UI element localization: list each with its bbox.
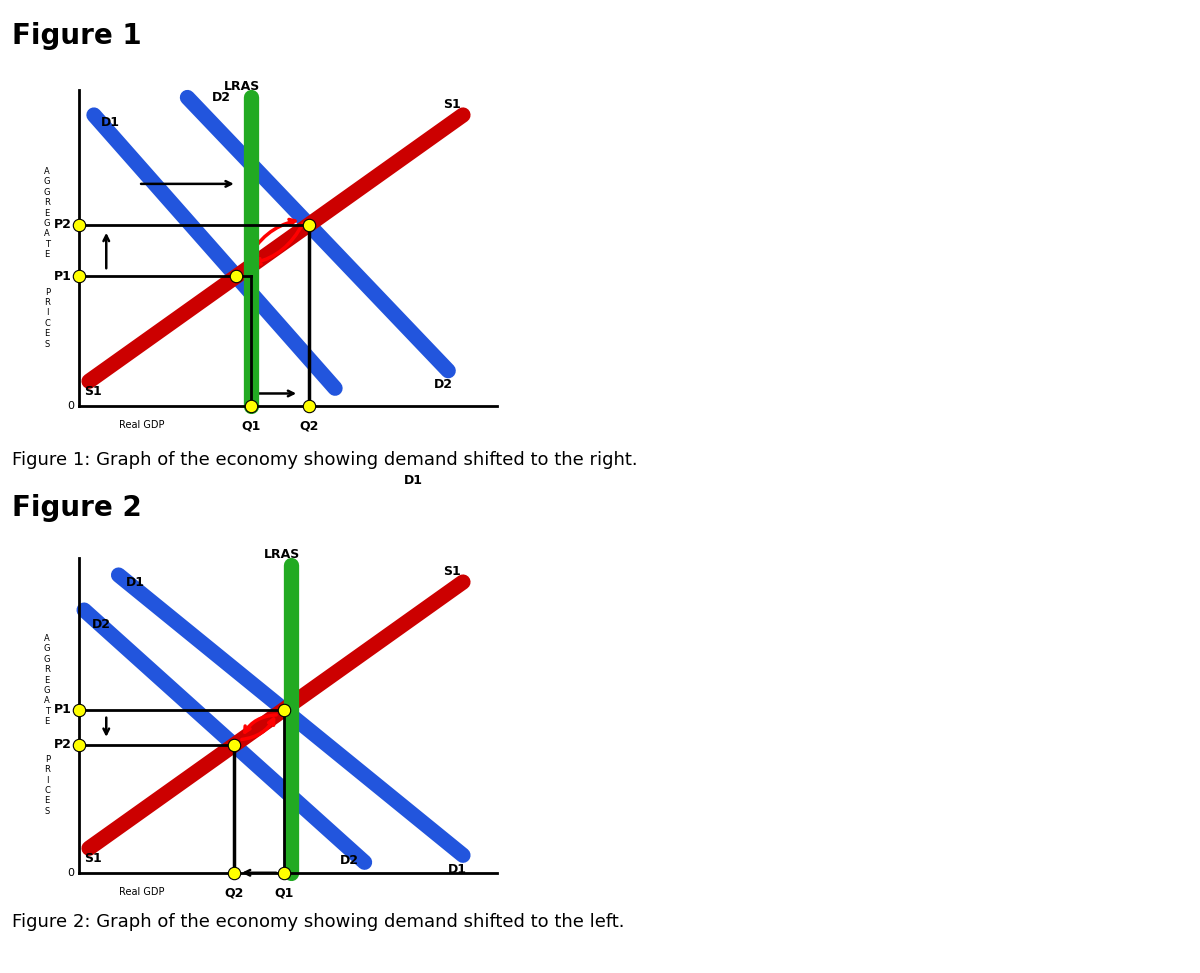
Text: LRAS: LRAS xyxy=(264,548,300,560)
Text: P1: P1 xyxy=(54,270,72,283)
Text: D2: D2 xyxy=(433,378,452,391)
Point xyxy=(70,702,89,717)
Text: P
R
I
C
E
S: P R I C E S xyxy=(44,755,50,815)
Point xyxy=(299,398,318,414)
Text: S1: S1 xyxy=(443,565,461,578)
Text: LRAS: LRAS xyxy=(224,81,260,93)
Point xyxy=(299,217,318,233)
Text: D2: D2 xyxy=(340,854,359,867)
Point xyxy=(70,269,89,284)
Text: Q2: Q2 xyxy=(299,419,318,433)
Point xyxy=(227,269,246,284)
Text: Q2: Q2 xyxy=(224,886,244,900)
Text: P2: P2 xyxy=(54,218,72,232)
Text: P
R
I
C
E
S: P R I C E S xyxy=(44,288,50,348)
Text: Real GDP: Real GDP xyxy=(119,420,164,430)
Text: Figure 1: Graph of the economy showing demand shifted to the right.: Figure 1: Graph of the economy showing d… xyxy=(12,450,637,469)
Text: 0: 0 xyxy=(67,868,74,878)
Text: Figure 2: Graph of the economy showing demand shifted to the left.: Figure 2: Graph of the economy showing d… xyxy=(12,913,624,931)
Point xyxy=(70,738,89,753)
Text: D1: D1 xyxy=(404,475,422,487)
Text: Figure 2: Figure 2 xyxy=(12,494,142,523)
Text: D2: D2 xyxy=(91,618,110,631)
Point xyxy=(224,865,244,881)
Text: S1: S1 xyxy=(84,385,102,398)
Text: P1: P1 xyxy=(54,703,72,716)
Text: 0: 0 xyxy=(67,401,74,411)
Text: D1: D1 xyxy=(449,863,467,876)
Text: Q1: Q1 xyxy=(241,419,262,433)
Text: P2: P2 xyxy=(54,739,72,751)
Point xyxy=(275,865,294,881)
Text: Q1: Q1 xyxy=(274,886,294,900)
Text: Figure 1: Figure 1 xyxy=(12,22,142,51)
Text: A
G
G
R
E
G
A
T
E: A G G R E G A T E xyxy=(44,167,50,259)
Text: D2: D2 xyxy=(212,91,232,104)
Point xyxy=(275,702,294,717)
Text: S1: S1 xyxy=(443,98,461,111)
Point xyxy=(242,398,262,414)
Text: D1: D1 xyxy=(101,116,120,128)
Text: D1: D1 xyxy=(126,576,145,589)
Text: Real GDP: Real GDP xyxy=(119,887,164,897)
Text: A
G
G
R
E
G
A
T
E: A G G R E G A T E xyxy=(44,634,50,726)
Point xyxy=(224,738,244,753)
Text: S1: S1 xyxy=(84,852,102,865)
Point xyxy=(70,217,89,233)
